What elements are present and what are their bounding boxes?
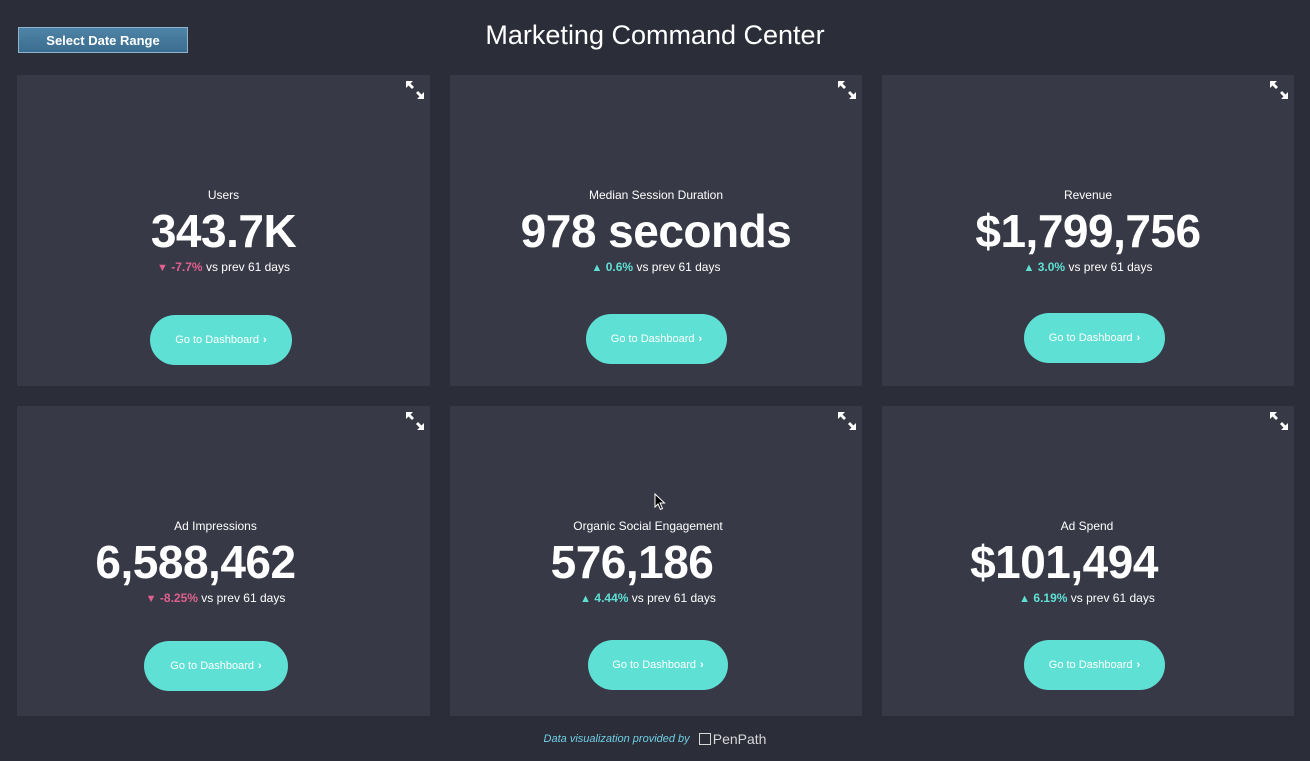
button-label: Go to Dashboard xyxy=(612,659,697,671)
chevron-right-icon: › xyxy=(698,333,703,345)
metric-label: Organic Social Engagement xyxy=(573,519,723,533)
kpi-card-ad-impressions: Ad Impressions 6,588,462 ▼ -8.25% vs pre… xyxy=(17,406,430,716)
kpi-card-ad-spend: Ad Spend $101,494 ▲ 6.19% vs prev 61 day… xyxy=(882,406,1294,716)
kpi-card-organic-social-engagement: Organic Social Engagement 576,186 ▲ 4.44… xyxy=(450,406,862,716)
kpi-card-users: Users 343.7K ▼ -7.7% vs prev 61 days Go … xyxy=(17,75,430,386)
comparison-text: vs prev 61 days xyxy=(631,591,716,605)
kpi-card-median-session-duration: Median Session Duration 978 seconds ▲ 0.… xyxy=(450,75,862,386)
expand-icon[interactable] xyxy=(404,79,426,101)
metric-label: Users xyxy=(207,188,240,202)
comparison-text: vs prev 61 days xyxy=(636,260,721,274)
expand-icon[interactable] xyxy=(836,410,858,432)
go-to-dashboard-button[interactable]: Go to Dashboard › xyxy=(1024,640,1165,690)
footer: Data visualization provided by PenPath xyxy=(0,731,1310,747)
comparison-text: vs prev 61 days xyxy=(205,260,290,274)
metric-value: 343.7K xyxy=(150,205,297,257)
comparison-text: vs prev 61 days xyxy=(1070,591,1155,605)
button-label: Go to Dashboard xyxy=(1048,332,1133,344)
change-percent: -8.25% xyxy=(159,591,198,605)
triangle-up-icon: ▲ xyxy=(580,593,592,605)
select-date-range-button[interactable]: Select Date Range xyxy=(18,27,188,53)
chevron-right-icon: › xyxy=(263,334,267,346)
metric-change: ▲ 4.44% vs prev 61 days xyxy=(442,591,854,605)
metric-value: 576,186 xyxy=(550,536,714,588)
go-to-dashboard-button[interactable]: Go to Dashboard › xyxy=(1024,313,1165,363)
penpath-logo[interactable]: PenPath xyxy=(698,731,767,747)
triangle-up-icon: ▲ xyxy=(591,262,603,274)
expand-icon[interactable] xyxy=(1268,410,1290,432)
metric-label: Median Session Duration xyxy=(588,188,724,202)
change-percent: -7.7% xyxy=(171,260,203,274)
chevron-right-icon: › xyxy=(1136,332,1141,344)
button-label: Go to Dashboard xyxy=(175,334,260,346)
expand-icon[interactable] xyxy=(404,410,426,432)
metric-value: $1,799,756 xyxy=(975,205,1201,257)
metric-change: ▲ 6.19% vs prev 61 days xyxy=(881,591,1293,605)
button-label: Go to Dashboard xyxy=(610,333,695,345)
triangle-up-icon: ▲ xyxy=(1023,262,1035,274)
metric-change: ▲ 3.0% vs prev 61 days xyxy=(882,260,1294,274)
metric-change: ▼ -8.25% vs prev 61 days xyxy=(9,591,422,605)
footer-logo-text: PenPath xyxy=(712,731,767,747)
go-to-dashboard-button[interactable]: Go to Dashboard › xyxy=(586,314,727,364)
triangle-down-icon: ▼ xyxy=(157,262,168,274)
metric-label: Ad Spend xyxy=(1060,519,1114,533)
comparison-text: vs prev 61 days xyxy=(201,591,286,605)
chevron-right-icon: › xyxy=(1136,659,1141,671)
chevron-right-icon: › xyxy=(700,659,704,671)
button-label: Go to Dashboard xyxy=(1048,659,1133,671)
page-title: Marketing Command Center xyxy=(485,20,825,50)
go-to-dashboard-button[interactable]: Go to Dashboard › xyxy=(144,641,288,691)
metric-label: Ad Impressions xyxy=(174,519,257,533)
metric-label: Revenue xyxy=(1063,188,1113,202)
kpi-card-revenue: Revenue $1,799,756 ▲ 3.0% vs prev 61 day… xyxy=(882,75,1294,386)
button-label: Go to Dashboard xyxy=(170,660,255,672)
mouse-cursor-icon xyxy=(654,493,666,511)
triangle-down-icon: ▼ xyxy=(145,593,157,605)
triangle-up-icon: ▲ xyxy=(1019,593,1031,605)
expand-icon[interactable] xyxy=(836,79,858,101)
change-percent: 4.44% xyxy=(594,591,629,605)
comparison-text: vs prev 61 days xyxy=(1068,260,1153,274)
metric-value: 6,588,462 xyxy=(95,536,296,588)
change-percent: 0.6% xyxy=(605,260,634,274)
chevron-right-icon: › xyxy=(258,660,262,672)
go-to-dashboard-button[interactable]: Go to Dashboard › xyxy=(150,315,292,365)
footer-credit-text: Data visualization provided by xyxy=(543,732,690,745)
metric-change: ▼ -7.7% vs prev 61 days xyxy=(17,260,430,274)
go-to-dashboard-button[interactable]: Go to Dashboard › xyxy=(588,640,728,690)
change-percent: 6.19% xyxy=(1033,591,1068,605)
pen-icon xyxy=(698,733,711,745)
change-percent: 3.0% xyxy=(1037,260,1066,274)
expand-icon[interactable] xyxy=(1268,79,1290,101)
metric-value: $101,494 xyxy=(970,536,1158,588)
metric-value: 978 seconds xyxy=(520,205,792,257)
metric-change: ▲ 0.6% vs prev 61 days xyxy=(450,260,862,274)
